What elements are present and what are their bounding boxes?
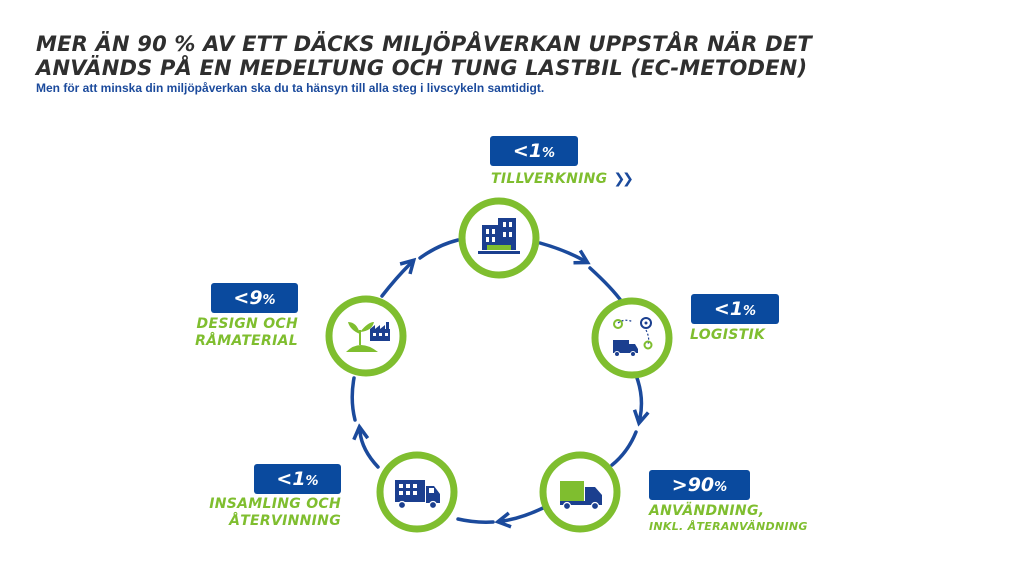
badge-logistik: <1% xyxy=(691,294,779,324)
label-insamling: INSAMLING OCH ÅTERVINNING xyxy=(150,496,341,530)
cycle-arc-10 xyxy=(418,238,460,260)
cycle-arc-5 xyxy=(494,506,545,529)
stage-node-tillverkning xyxy=(458,197,540,279)
cycle-arc-4 xyxy=(610,430,638,467)
stage-node-anvandning xyxy=(539,451,621,533)
cycle-arc-7 xyxy=(352,423,380,469)
badge-value: <9 xyxy=(233,287,263,309)
stage-node-design xyxy=(325,295,407,377)
badge-insamling: <1% xyxy=(254,464,341,494)
cycle-arc-6 xyxy=(456,517,495,524)
badge-tillverkning: <1% xyxy=(490,136,578,166)
cycle-arc-3 xyxy=(632,376,650,427)
label-line-2: ÅTERVINNING xyxy=(229,513,341,529)
badge-value: <1 xyxy=(276,468,306,490)
badge-unit: % xyxy=(305,474,319,489)
label-line-2: INKL. ÅTERANVÄNDNING xyxy=(649,520,808,533)
title-line-2: ANVÄNDS PÅ EN MEDELTUNG OCH TUNG LASTBIL… xyxy=(36,56,808,80)
badge-value: <1 xyxy=(512,140,543,162)
recycling-truck-icon xyxy=(395,480,440,510)
page-subtitle: Men för att minska din miljöpåverkan ska… xyxy=(36,81,545,95)
badge-value: >90 xyxy=(671,474,715,496)
factory-building-icon xyxy=(478,218,520,254)
label-logistik: LOGISTIK xyxy=(690,327,765,344)
cycle-arc-2 xyxy=(588,266,624,304)
label-line-2: RÅMATERIAL xyxy=(195,333,298,349)
label-line-1: LOGISTIK xyxy=(690,327,766,343)
cycle-arc-8 xyxy=(350,376,357,422)
badge-unit: % xyxy=(714,480,728,495)
cycle-arc-9 xyxy=(380,257,417,298)
plant-factory-icon xyxy=(346,322,390,352)
label-tillverkning: TILLVERKNING ❯❯ xyxy=(491,171,634,188)
badge-anvandning: >90% xyxy=(649,470,750,500)
label-line-1: ANVÄNDNING, xyxy=(649,503,765,519)
page-title: MER ÄN 90 % AV ETT DÄCKS MILJÖPÅVERKAN U… xyxy=(36,32,996,80)
stage-node-logistik xyxy=(591,297,673,379)
truck-icon xyxy=(560,481,602,511)
badge-unit: % xyxy=(743,304,757,319)
label-line-1: DESIGN OCH xyxy=(196,316,298,332)
chevron-right-icon: ❯❯ xyxy=(613,171,634,187)
label-line-1: INSAMLING OCH xyxy=(209,496,341,512)
cycle-arc-1 xyxy=(538,241,591,265)
label-design: DESIGN OCH RÅMATERIAL xyxy=(130,316,298,350)
badge-unit: % xyxy=(262,293,276,308)
label-line-1: TILLVERKNING xyxy=(491,171,608,187)
badge-design: <9% xyxy=(211,283,298,313)
truck-route-icon xyxy=(613,317,653,357)
badge-unit: % xyxy=(542,146,556,161)
title-line-1: MER ÄN 90 % AV ETT DÄCKS MILJÖPÅVERKAN U… xyxy=(36,32,812,56)
label-anvandning: ANVÄNDNING, INKL. ÅTERANVÄNDNING xyxy=(649,503,808,533)
stage-node-insamling xyxy=(376,451,458,533)
badge-value: <1 xyxy=(713,298,744,320)
